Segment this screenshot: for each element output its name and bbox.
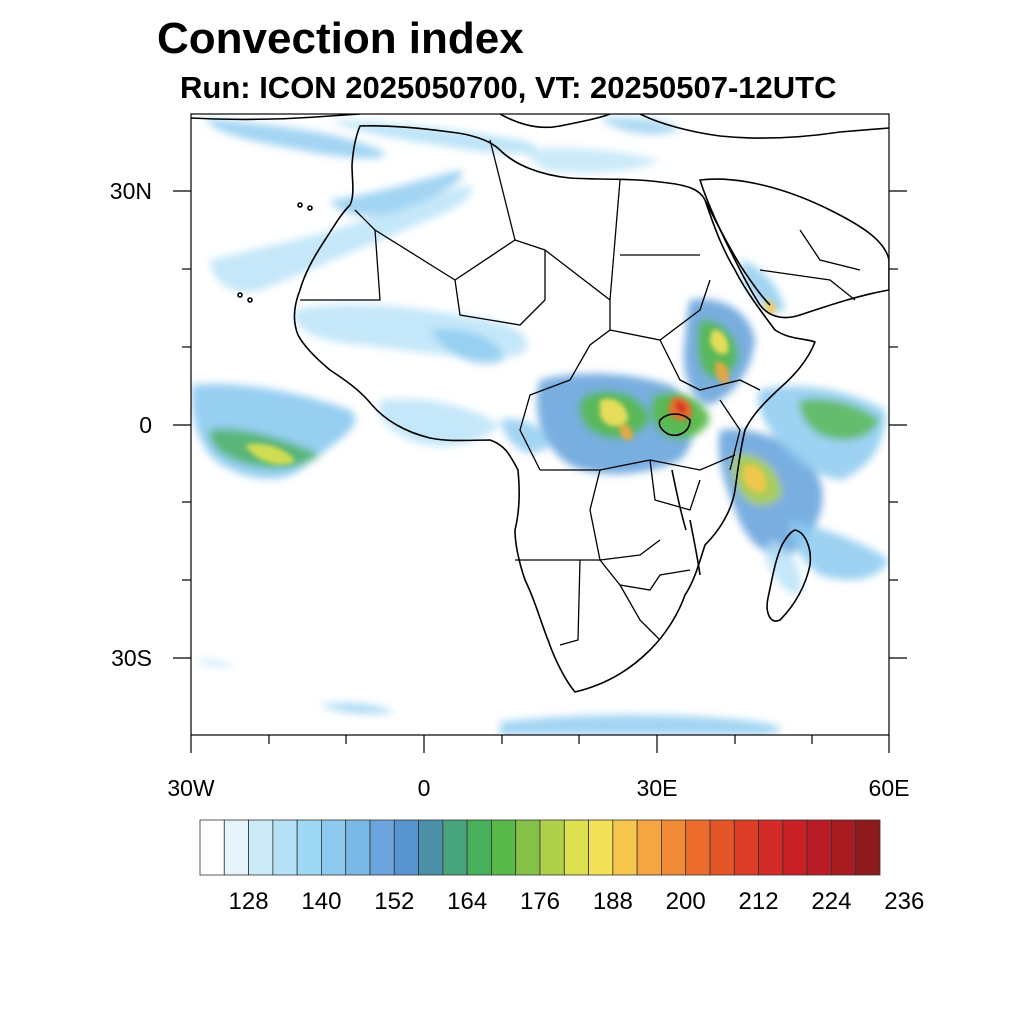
colorbar-swatch [806, 819, 832, 876]
colorbar [199, 819, 881, 876]
colorbar-swatch [393, 819, 419, 876]
colorbar-swatch [491, 819, 517, 876]
colorbar-swatch [515, 819, 541, 876]
colorbar-swatch [831, 819, 857, 876]
convection-shading [191, 117, 889, 735]
lat-label-30s: 30S [111, 645, 152, 671]
colorbar-swatch [709, 819, 735, 876]
lon-label-30w: 30W [167, 775, 215, 801]
colorbar-swatch [758, 819, 784, 876]
colorbar-swatch [539, 819, 565, 876]
colorbar-label: 200 [665, 888, 706, 915]
colorbar-label: 128 [228, 888, 269, 915]
colorbar-swatch [685, 819, 711, 876]
lon-label-30e: 30E [636, 775, 678, 801]
colorbar-swatch [369, 819, 395, 876]
colorbar-swatch [345, 819, 371, 876]
lon-label-60e: 60E [868, 775, 910, 801]
colorbar-swatch [248, 819, 274, 876]
colorbar-swatch [661, 819, 687, 876]
colorbar-swatch [855, 819, 881, 876]
lat-label-30n: 30N [109, 178, 152, 204]
colorbar-label: 152 [374, 888, 415, 915]
colorbar-swatch [296, 819, 322, 876]
colorbar-swatch [733, 819, 759, 876]
map-plot-area [191, 114, 889, 735]
colorbar-swatch [612, 819, 638, 876]
lat-label-0: 0 [139, 412, 152, 438]
axis-ticks [173, 190, 907, 753]
colorbar-label: 176 [519, 888, 561, 915]
colorbar-swatch [418, 819, 444, 876]
colorbar-swatch [588, 819, 614, 876]
colorbar-swatch [199, 819, 225, 876]
colorbar-swatch [782, 819, 808, 876]
colorbar-swatch [223, 819, 249, 876]
colorbar-swatch [466, 819, 492, 876]
colorbar-label: 164 [447, 888, 488, 915]
country-borders [300, 139, 861, 646]
coastlines [191, 114, 889, 693]
colorbar-label: 188 [592, 888, 633, 915]
chart-title: Convection index [157, 14, 524, 63]
lon-label-0: 0 [417, 775, 431, 801]
colorbar-swatch [321, 819, 347, 876]
colorbar-label: 236 [884, 888, 925, 915]
colorbar-label: 140 [301, 888, 342, 915]
chart-subtitle: Run: ICON 2025050700, VT: 20250507-12UTC [180, 70, 837, 105]
colorbar-swatch [272, 819, 298, 876]
colorbar-swatch [563, 819, 589, 876]
colorbar-label: 212 [738, 888, 779, 915]
colorbar-swatch [636, 819, 662, 876]
colorbar-swatch [442, 819, 468, 876]
colorbar-label: 224 [811, 888, 852, 915]
